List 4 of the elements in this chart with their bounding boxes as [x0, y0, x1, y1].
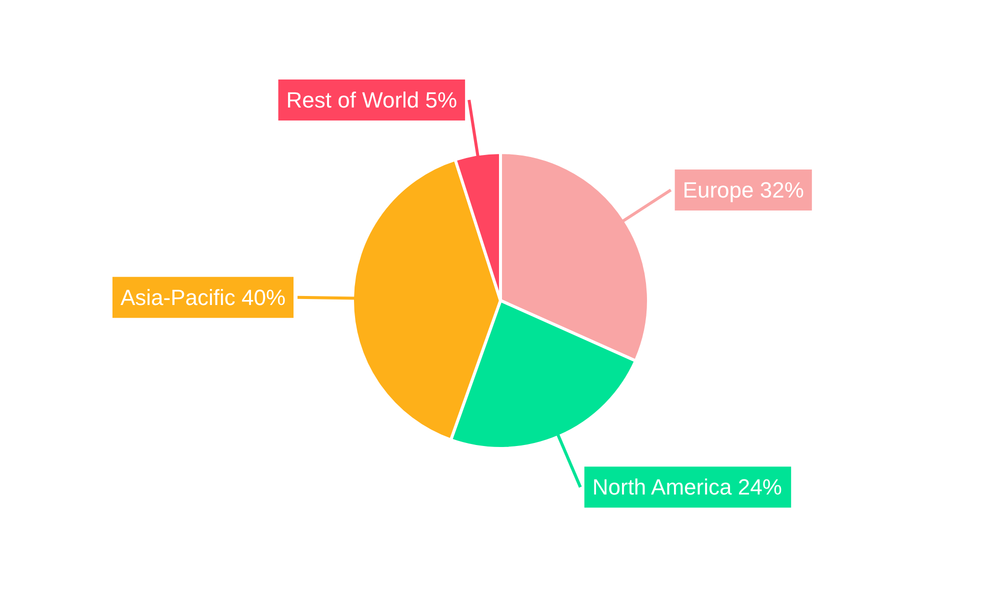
slice-label: Rest of World 5% — [286, 87, 458, 112]
slice-label: North America 24% — [592, 474, 782, 500]
slice-label: Asia-Pacific 40% — [120, 284, 286, 310]
slice-label: Europe 32% — [682, 178, 804, 203]
